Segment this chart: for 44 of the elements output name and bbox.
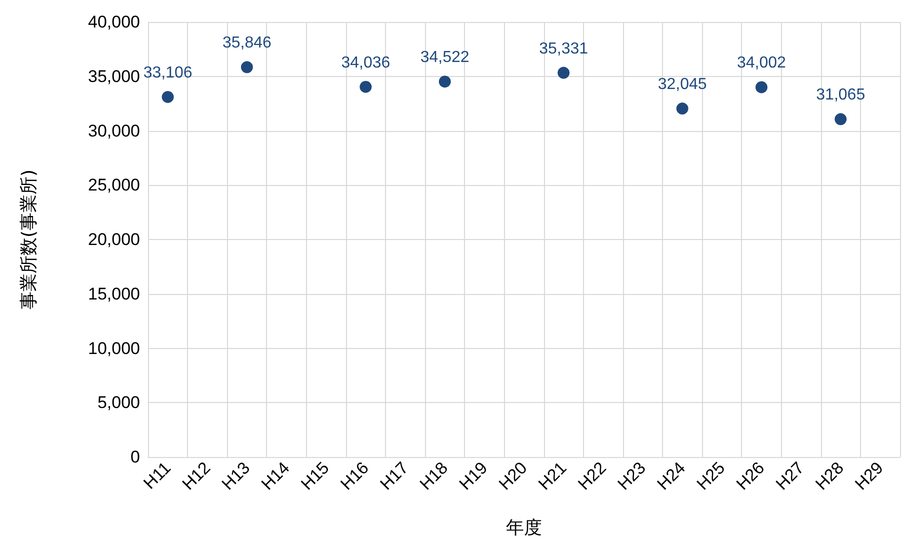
x-axis-title: 年度 xyxy=(506,518,542,538)
point xyxy=(162,90,174,103)
data-label: 34,522 xyxy=(420,49,470,66)
y-tick-label: 0 xyxy=(130,448,140,466)
y-tick-label: 20,000 xyxy=(88,230,140,249)
x-tick-label: H26 xyxy=(732,458,768,494)
point xyxy=(438,76,451,88)
data-label: 35,331 xyxy=(539,40,588,58)
data-label: 31,065 xyxy=(816,86,866,104)
x-tick-label: H13 xyxy=(218,458,254,494)
point xyxy=(676,102,688,115)
x-tick-label: H20 xyxy=(495,458,531,494)
point xyxy=(834,113,847,126)
x-tick-label: H24 xyxy=(654,458,690,494)
x-tick-label: H22 xyxy=(574,458,610,494)
point xyxy=(558,66,570,79)
point xyxy=(360,80,372,93)
x-tick-label: H28 xyxy=(812,458,848,494)
x-tick-label: H16 xyxy=(336,458,372,494)
y-tick-label: 35,000 xyxy=(88,66,140,86)
y-axis-title: 事業所数(事業所) xyxy=(18,169,40,310)
data-label: 34,036 xyxy=(341,54,390,72)
y-tick-label: 10,000 xyxy=(88,338,140,358)
data-label: 35,846 xyxy=(222,34,272,52)
x-tick-label: H15 xyxy=(297,458,333,494)
y-tick-label: 15,000 xyxy=(88,284,140,304)
x-tick-label: H12 xyxy=(178,458,214,494)
data-label: 33,106 xyxy=(143,64,192,82)
y-tick-label: 25,000 xyxy=(88,176,140,195)
y-tick-label: 40,000 xyxy=(88,12,140,32)
x-tick-label: H25 xyxy=(693,458,729,494)
x-tick-label: H18 xyxy=(416,458,452,494)
point xyxy=(755,81,768,94)
x-tick-label: H11 xyxy=(140,458,175,493)
point xyxy=(240,61,253,74)
x-tick-label: H19 xyxy=(456,458,492,494)
x-tick-label: H29 xyxy=(851,458,887,494)
y-tick-label: 30,000 xyxy=(88,121,140,140)
data-label: 32,045 xyxy=(658,76,707,94)
data-label: 34,002 xyxy=(737,54,786,72)
y-tick-label: 5,000 xyxy=(97,393,140,412)
x-tick-label: H21 xyxy=(534,458,570,494)
x-tick-label: H23 xyxy=(614,458,650,494)
x-tick-label: H14 xyxy=(258,458,294,494)
